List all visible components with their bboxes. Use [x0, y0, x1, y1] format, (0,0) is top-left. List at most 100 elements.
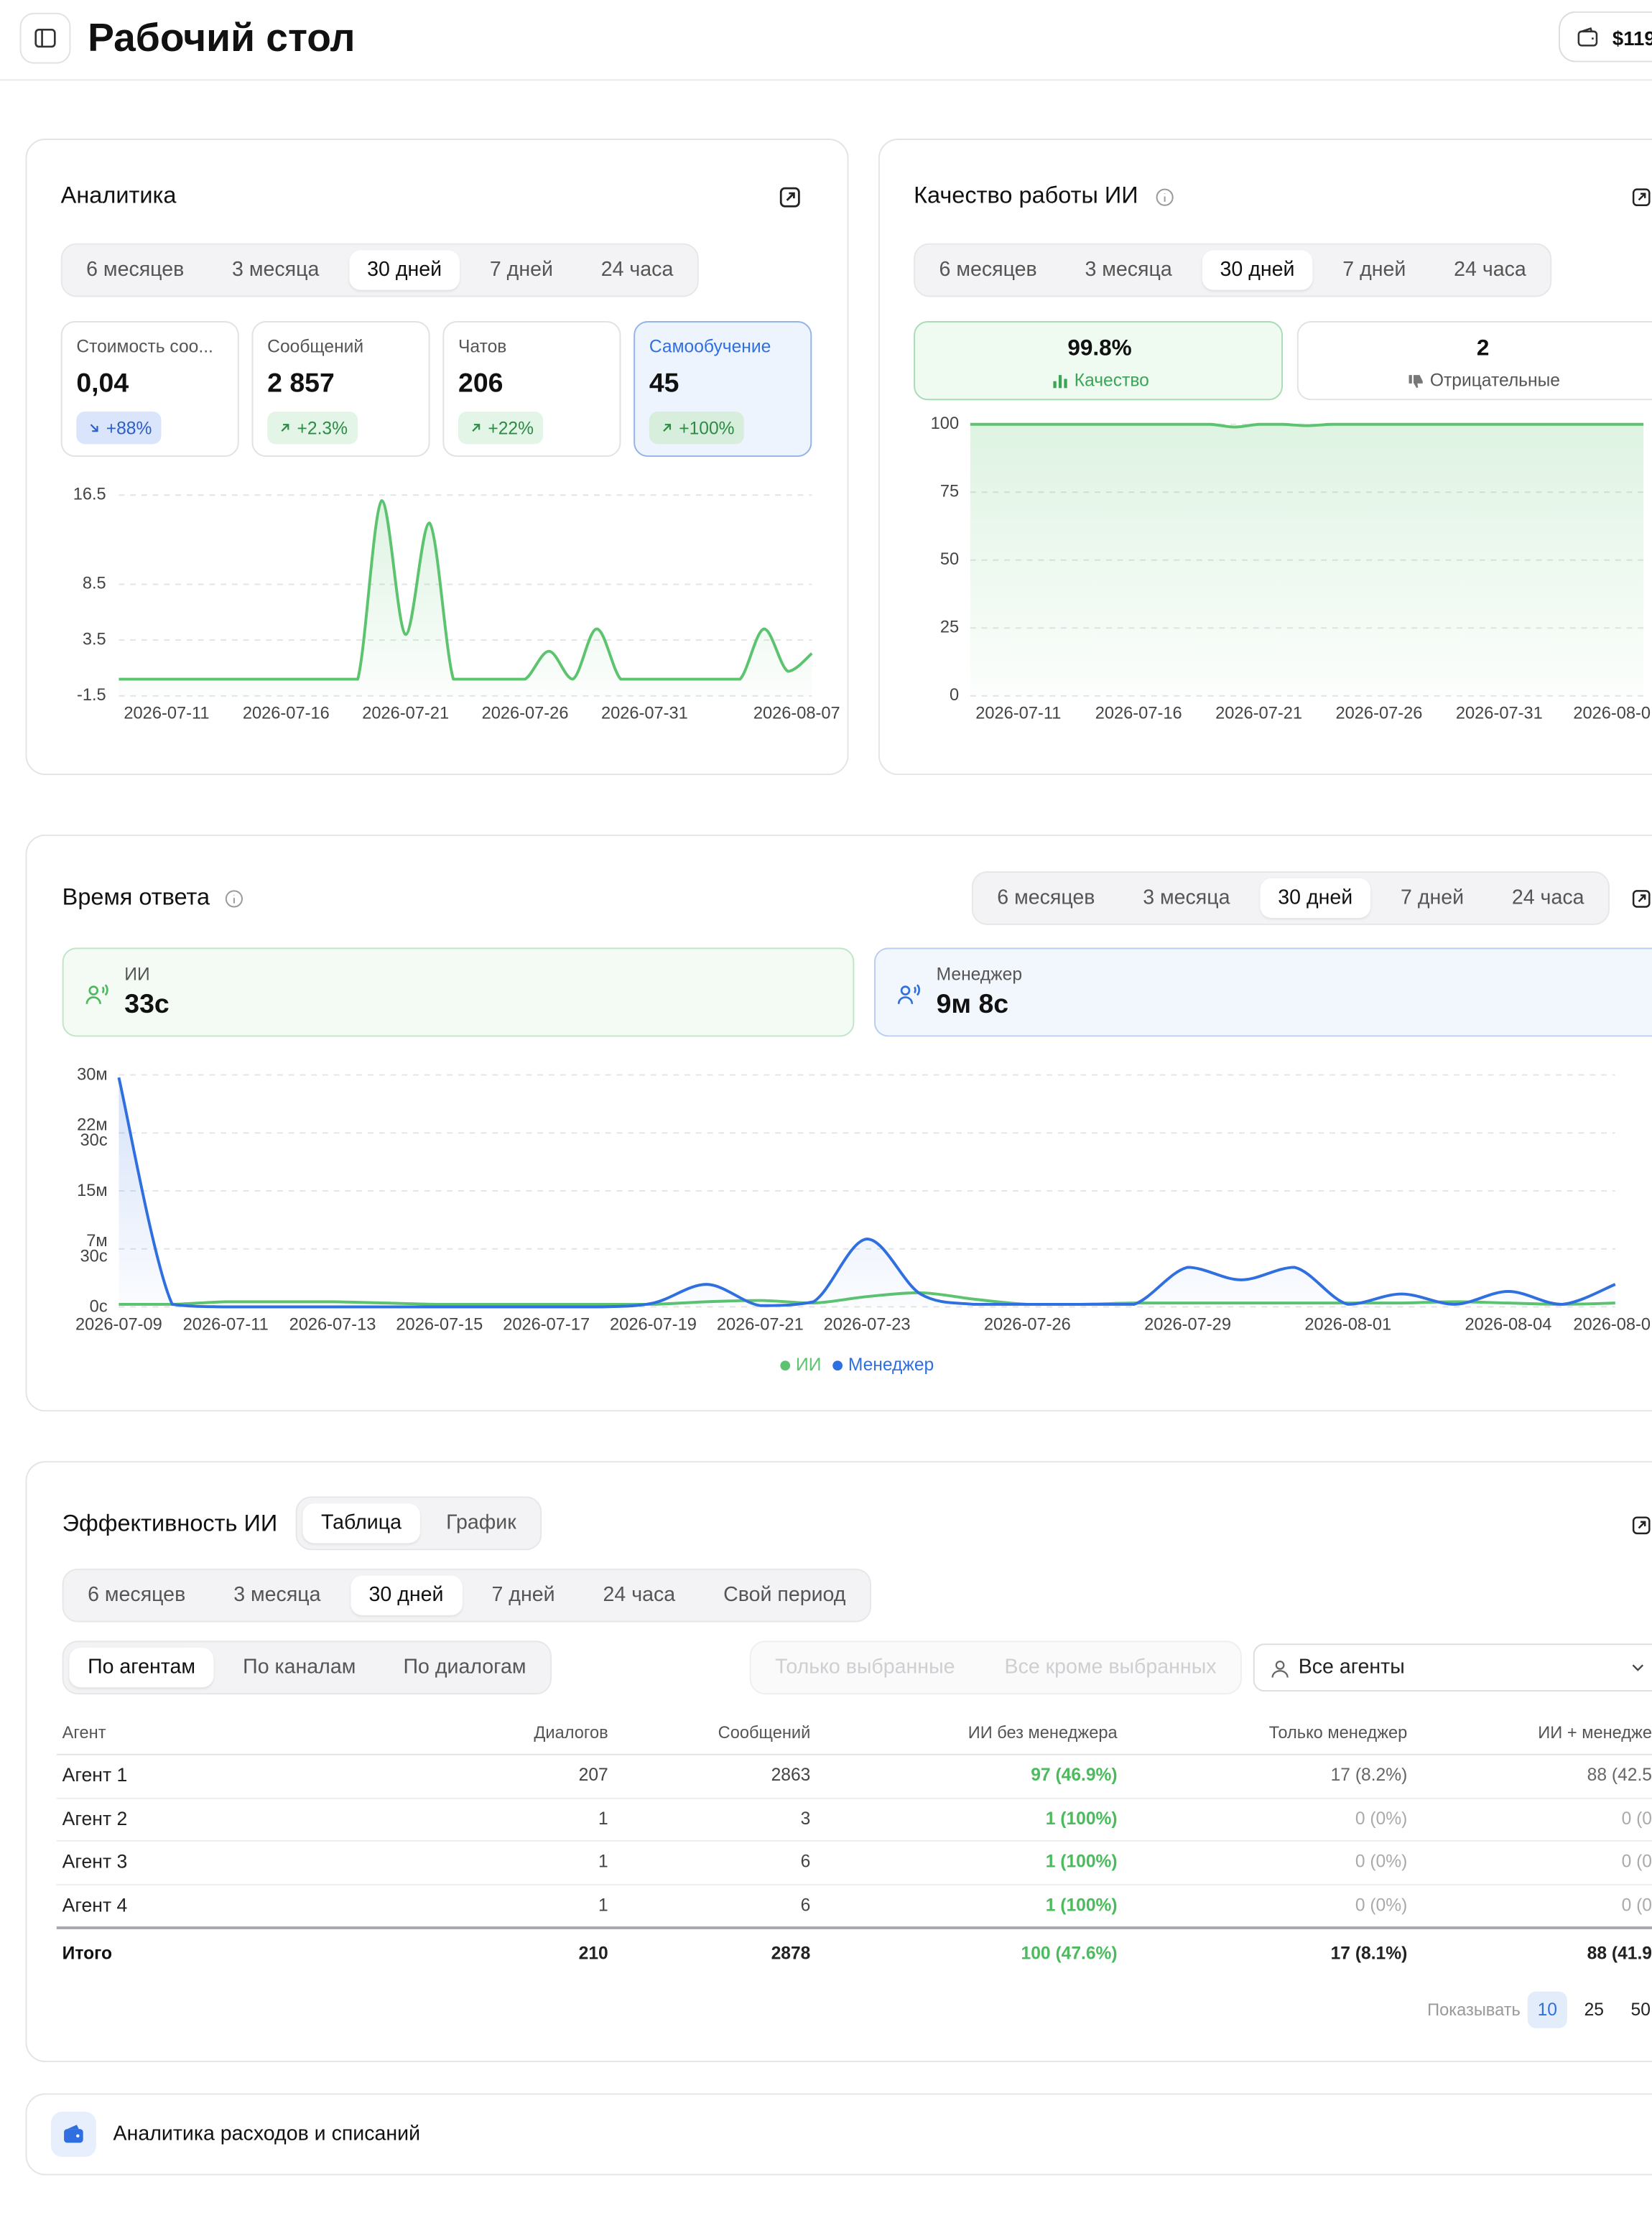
segment-option[interactable]: График [446, 1512, 516, 1535]
y-tick-label: 22м 30с [77, 1114, 108, 1150]
segment-option[interactable]: 6 месяцев [997, 886, 1095, 910]
icon-part [85, 983, 108, 1003]
quality-icon [1406, 371, 1424, 390]
segment-option: Только выбранные [775, 1656, 955, 1679]
segment-option[interactable]: 24 часа [603, 1584, 676, 1607]
y-tick-label: 30м [77, 1064, 108, 1085]
info-icon[interactable] [222, 887, 245, 910]
segment-option[interactable]: 7 дней [491, 1584, 555, 1607]
segment-option[interactable]: 3 месяца [1085, 259, 1172, 282]
icon-part [90, 424, 98, 432]
legend-dot [832, 1360, 843, 1371]
segment-option[interactable]: 7 дней [489, 259, 553, 282]
kpi-value: 45 [649, 368, 679, 399]
icon-part [1632, 187, 1651, 206]
table-cell: 1 [598, 1851, 608, 1872]
table-cell: 3 [800, 1808, 811, 1829]
icon-part [90, 424, 98, 432]
icon-part [1057, 374, 1062, 388]
expand-button[interactable] [1630, 886, 1652, 911]
segment-option[interactable]: Таблица [302, 1503, 420, 1544]
x-tick-label: 2026-07-21 [717, 1315, 804, 1334]
x-tick-label: 2026-07-19 [610, 1315, 697, 1334]
row-label: Агент 3 [62, 1850, 128, 1873]
segment-option[interactable]: 30 дней [348, 250, 460, 290]
expenses-icon [50, 2111, 96, 2157]
segment-option[interactable]: По диалогам [403, 1656, 526, 1679]
segment-option[interactable]: 3 месяца [233, 1584, 321, 1607]
page-size-label: Показывать [1427, 2000, 1521, 2020]
x-tick-label: 2026-07-11 [124, 705, 209, 723]
response-value: 33с [124, 990, 170, 1020]
column-header: Сообщений [718, 1722, 811, 1743]
icon-part [779, 186, 799, 207]
table-cell: 0 (0 [1621, 1894, 1652, 1915]
icon-part [281, 424, 289, 432]
segment-option[interactable]: 30 дней [350, 1575, 463, 1615]
series-area [119, 500, 812, 696]
trend-icon [86, 420, 102, 436]
segment-option[interactable]: 7 дней [1401, 886, 1465, 910]
icon-part [899, 985, 910, 995]
segment-option[interactable]: По каналам [243, 1656, 356, 1679]
total-cell: 100 (47.6%) [1021, 1943, 1118, 1964]
total-cell: 88 (41.9 [1587, 1943, 1652, 1964]
segment-option[interactable]: 6 месяцев [86, 259, 185, 282]
icon-part [88, 985, 98, 995]
table-cell: 1 (100%) [1045, 1894, 1118, 1915]
icon-part [1155, 187, 1173, 205]
segment-option[interactable]: 24 часа [1454, 259, 1526, 282]
kpi-card[interactable]: Стоимость соо... 0,04 +88% [60, 321, 239, 458]
quality-card: 99.8% Качество [914, 321, 1284, 401]
kpi-card[interactable]: Чатов 206 +22% [442, 321, 621, 458]
page-size-option[interactable]: 25 [1584, 2000, 1604, 2020]
segment-option[interactable]: 6 месяцев [88, 1584, 186, 1607]
segment-option[interactable]: 3 месяца [232, 259, 320, 282]
expand-button[interactable] [776, 184, 802, 209]
kpi-label: Сообщений [267, 336, 364, 357]
kpi-card[interactable]: Сообщений 2 857 +2.3% [251, 321, 430, 458]
segment-option[interactable]: 24 часа [1511, 886, 1584, 910]
agent-select[interactable]: Все агенты [1253, 1643, 1652, 1692]
table-cell: 88 (42.5 [1587, 1765, 1652, 1786]
segment-option[interactable]: 6 месяцев [939, 259, 1037, 282]
segment-option[interactable]: По агентам [69, 1648, 214, 1688]
x-tick-label: 2026-07-26 [984, 1315, 1071, 1334]
column-header: Диалогов [534, 1722, 608, 1743]
segment-option[interactable]: 3 месяца [1143, 886, 1230, 910]
icon-part [1155, 187, 1173, 205]
icon-part [1638, 1520, 1646, 1528]
segment-option[interactable]: 7 дней [1342, 259, 1406, 282]
balance-button[interactable]: $119 [1559, 11, 1652, 62]
response-label: ИИ [124, 964, 150, 985]
segment-option[interactable]: 30 дней [1201, 250, 1314, 290]
icon-part [1577, 29, 1597, 46]
y-tick-label: 100 [931, 414, 959, 433]
y-tick-label: 25 [940, 618, 959, 637]
page-size-option[interactable]: 50 [1630, 2000, 1651, 2020]
table-cell: 1 [598, 1808, 608, 1829]
quality-label: Качество [1050, 371, 1149, 390]
x-tick-label: 2026-07-11 [183, 1315, 269, 1334]
column-header: ИИ без менеджера [967, 1722, 1118, 1743]
icon-part [1632, 187, 1651, 206]
row-label: Агент 4 [62, 1893, 128, 1916]
expand-button[interactable] [1630, 184, 1652, 209]
line-chart: 2026-07-09 2026-07-11 2026-07-13 2026-07-15… [75, 1074, 1651, 1334]
quality-value: 2 [1476, 336, 1490, 361]
info-icon[interactable] [1153, 185, 1176, 208]
expand-button[interactable] [1630, 1512, 1652, 1537]
quality-card: 2 Отрицательные [1296, 321, 1652, 401]
kpi-card[interactable]: Самообучение 45 +100% [634, 321, 812, 458]
sidebar-toggle[interactable] [19, 12, 71, 64]
response-icon [80, 979, 111, 1010]
card[interactable] [25, 2093, 1652, 2176]
icon-part [67, 2125, 79, 2130]
segment-option[interactable]: 30 дней [1259, 878, 1371, 918]
page-size-option[interactable]: 10 [1537, 2000, 1557, 2020]
segment-option[interactable]: 24 часа [600, 259, 674, 282]
y-tick-label: 75 [940, 483, 959, 501]
line-chart: 0 25 50 75 100 2026-07-11 2026-07-16 2026-07-21… [931, 414, 1651, 723]
response-value: 9м 8с [936, 990, 1009, 1020]
segment-option[interactable]: Свой период [723, 1584, 846, 1607]
